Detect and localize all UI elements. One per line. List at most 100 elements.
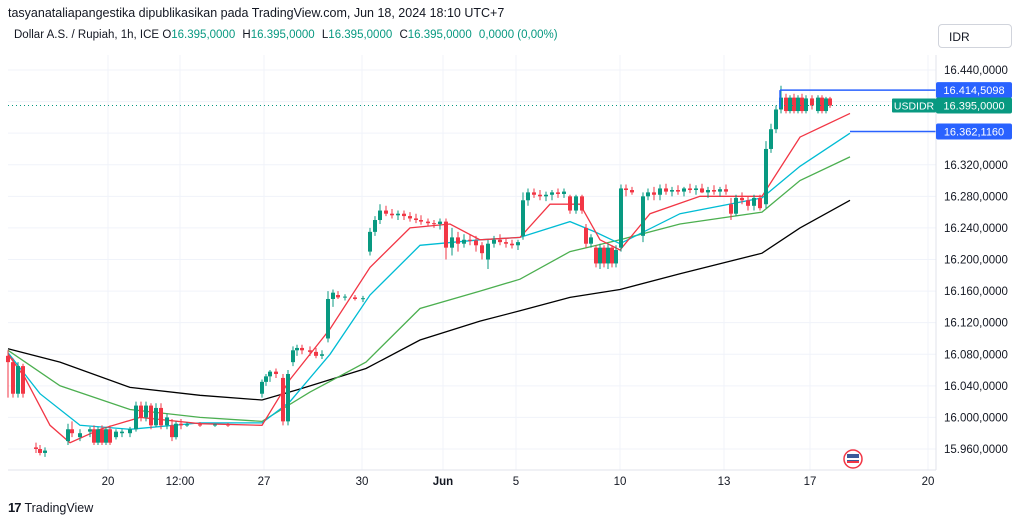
candle-body (295, 347, 299, 351)
price-label-text: 16.414,5098 (943, 85, 1004, 97)
x-tick-label: 10 (614, 476, 627, 488)
candle-body (562, 191, 566, 194)
x-tick-label: 17 (804, 476, 817, 488)
candle-body (120, 431, 124, 434)
candle-body (746, 200, 750, 206)
candle-body (378, 210, 382, 221)
symbol-title[interactable]: Dollar A.S. / Rupiah, 1h, ICE (14, 29, 160, 41)
ohlc-legend: Dollar A.S. / Rupiah, 1h, ICE O 16.395,00… (14, 29, 562, 41)
tradingview-logo-icon: 17 (8, 500, 22, 515)
candle-body (260, 381, 264, 394)
candle-body (179, 423, 183, 426)
open-label: O (162, 29, 172, 41)
candle-body (419, 220, 423, 222)
candle-body (100, 429, 104, 443)
moving-average-line (7, 199, 851, 401)
candle-body (792, 97, 796, 112)
candle-body (274, 371, 278, 374)
candle-body (544, 194, 548, 197)
upper-band-line (779, 89, 936, 108)
x-tick-label: 20 (922, 476, 935, 488)
candle-body (159, 407, 163, 426)
tradingview-brand[interactable]: 17 TradingView (8, 500, 93, 515)
candle-body (796, 97, 800, 112)
y-tick-label: 16.080,0000 (944, 349, 1008, 361)
candle-body (598, 247, 602, 264)
candle-body (373, 220, 377, 232)
candle-body (556, 192, 560, 194)
candle-body (706, 190, 710, 193)
candle-body (694, 188, 698, 191)
x-tick-label: Jun (433, 476, 453, 488)
time-axis: 20 12:00 27 30 Jun 5 10 13 17 20 (8, 469, 936, 488)
candle-body (213, 424, 217, 426)
candle-body (504, 242, 508, 244)
price-axis: 16.440,000016.400,000016.360,000016.320,… (935, 55, 1008, 470)
candle-body (614, 250, 618, 264)
flag-icon[interactable] (843, 449, 863, 469)
candle-body (752, 197, 756, 206)
candle-body (170, 425, 174, 438)
candle-body (281, 377, 285, 422)
candle-body (114, 431, 118, 438)
candle-body (331, 292, 335, 299)
moving-average-line (7, 156, 851, 423)
brand-name: TradingView (24, 500, 94, 515)
y-tick-label: 16.120,0000 (944, 318, 1008, 330)
candle-body (624, 188, 628, 191)
candle-body (21, 366, 25, 394)
candle-body (336, 295, 340, 298)
candle-body (682, 188, 686, 192)
currency-button[interactable]: IDR (938, 24, 1012, 48)
x-tick-label: 30 (356, 476, 369, 488)
y-tick-label: 16.320,0000 (944, 160, 1008, 172)
high-value: 16.395,0000 (250, 29, 315, 41)
candle-body (343, 296, 347, 298)
candle-body (390, 213, 394, 216)
candle-body (308, 350, 312, 352)
candle-body (320, 354, 324, 356)
candle-body (820, 97, 824, 112)
candle-body (104, 429, 108, 443)
candle-body (174, 423, 178, 438)
candle-body (700, 188, 704, 193)
candle-body (492, 239, 496, 244)
candle-body (474, 240, 478, 246)
x-tick-label: 13 (718, 476, 731, 488)
candle-body (784, 97, 788, 112)
candle-body (108, 429, 112, 443)
candle-body (361, 298, 365, 300)
candle-body (734, 197, 738, 214)
candle-body (602, 247, 606, 264)
candle-body (788, 97, 792, 112)
candle-body (584, 227, 588, 244)
price-label-text: 16.395,0000 (943, 101, 1004, 113)
candle-body (462, 239, 466, 244)
candle-body (226, 424, 230, 426)
x-tick-label: 27 (258, 476, 271, 488)
candle-body (774, 109, 778, 130)
candle-body (769, 129, 773, 149)
high-label: H (242, 29, 251, 41)
candles (6, 85, 936, 457)
candle-body (828, 98, 832, 106)
candle-body (580, 196, 584, 211)
candle-body (426, 221, 430, 224)
candle-body (610, 247, 614, 264)
candle-body (78, 433, 82, 438)
candle-body (606, 247, 610, 264)
x-tick-label: 12:00 (166, 476, 195, 488)
candle-body (96, 429, 100, 443)
y-tick-label: 16.440,0000 (944, 65, 1008, 77)
candle-body (268, 371, 272, 377)
candle-body (66, 429, 70, 442)
candle-body (619, 188, 623, 248)
candle-body (326, 298, 330, 339)
candle-body (779, 97, 783, 110)
price-label (936, 123, 1012, 140)
candle-body (764, 148, 768, 205)
close-label: C (399, 29, 408, 41)
candle-body (11, 362, 15, 394)
candle-body (729, 204, 733, 214)
